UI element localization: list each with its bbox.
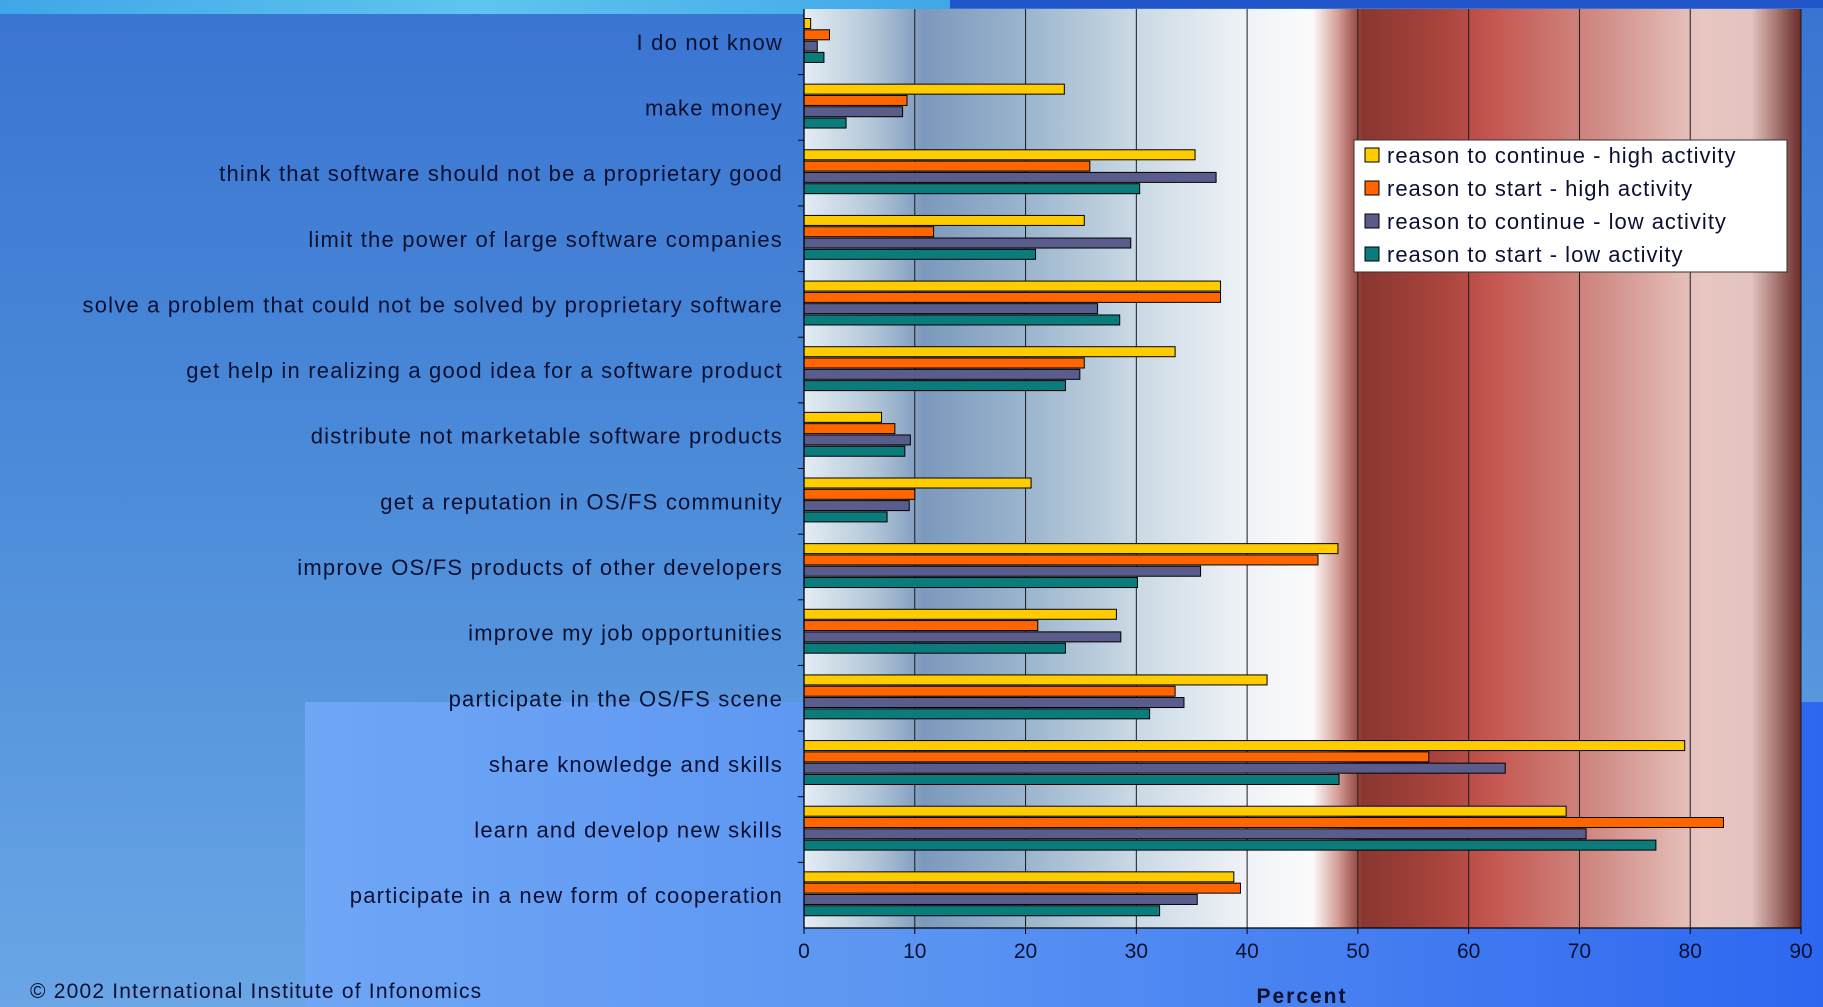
bar [803, 631, 1122, 643]
x-axis-label: Percent [1256, 985, 1347, 1007]
x-tick-labels: 0 10 20 30 40 50 60 70 80 90 [798, 940, 1813, 963]
bar [803, 18, 812, 29]
bar [803, 434, 911, 446]
x-tick-label: 40 [1235, 940, 1258, 963]
bar [803, 226, 935, 238]
bar [803, 762, 1506, 774]
category-label: improve my job opportunities [468, 621, 783, 646]
x-tick-label: 70 [1568, 940, 1591, 963]
bar [803, 445, 906, 457]
bar [803, 40, 818, 52]
category-label: get a reputation in OS/FS community [380, 489, 783, 514]
category-label: improve OS/FS products of other develope… [297, 555, 783, 580]
legend-swatch [1364, 246, 1380, 262]
bar [803, 357, 1085, 369]
bar [803, 697, 1185, 709]
bar [803, 828, 1587, 840]
bar [803, 805, 1567, 817]
bar [803, 149, 1196, 161]
bar [803, 380, 1066, 392]
bar [803, 160, 1091, 172]
bar [803, 477, 1032, 489]
bar [803, 303, 1099, 315]
bar [803, 83, 1065, 95]
bar [803, 817, 1724, 829]
bar [803, 708, 1151, 720]
bar [803, 773, 1340, 785]
bar [803, 751, 1430, 763]
bar [803, 488, 916, 500]
category-label: make money [645, 95, 783, 120]
bar [803, 248, 1037, 260]
legend-label: reason to start - high activity [1387, 176, 1693, 201]
x-tick-label: 80 [1679, 940, 1702, 963]
category-label: distribute not marketable software produ… [311, 424, 783, 449]
bar [803, 871, 1235, 883]
category-label: think that software should not be a prop… [219, 161, 783, 186]
legend-label: reason to continue - high activity [1387, 143, 1737, 168]
category-label: participate in the OS/FS scene [449, 686, 783, 711]
bar [803, 608, 1117, 620]
bar [803, 94, 908, 106]
x-tick-label: 60 [1457, 940, 1480, 963]
bar [803, 511, 888, 523]
copyright-text: © 2002 International Institute of Infono… [30, 980, 483, 1003]
bar [803, 740, 1686, 752]
bar [803, 291, 1222, 303]
x-tick-label: 20 [1014, 940, 1037, 963]
legend-swatch [1364, 180, 1380, 196]
legend-label: reason to start - low activity [1387, 242, 1684, 267]
legend-swatch [1364, 213, 1380, 229]
bar [803, 685, 1176, 697]
bar [803, 214, 1085, 226]
category-label: get help in realizing a good idea for a … [186, 358, 783, 383]
bar [803, 543, 1339, 555]
bar [803, 106, 904, 118]
bar [803, 280, 1222, 292]
bar [803, 51, 825, 63]
bar [803, 237, 1132, 249]
bar [803, 117, 847, 129]
x-tick-label: 30 [1125, 940, 1148, 963]
bar [803, 642, 1066, 654]
bar [803, 620, 1039, 632]
category-label: I do not know [637, 30, 783, 55]
bar [803, 565, 1202, 577]
bar [803, 554, 1319, 566]
x-tick-label: 10 [903, 940, 926, 963]
category-labels: I do not know make money think that softwa… [83, 30, 783, 908]
legend-label: reason to continue - low activity [1387, 209, 1727, 234]
category-label: solve a problem that could not be solved… [83, 292, 783, 317]
bar [803, 183, 1141, 195]
bar [803, 423, 896, 435]
background-top-strip [0, 0, 950, 14]
category-label: share knowledge and skills [489, 752, 783, 777]
category-label: limit the power of large software compan… [308, 227, 783, 252]
axes [803, 9, 1801, 929]
bar [803, 411, 883, 423]
category-label: participate in a new form of cooperation [350, 883, 783, 908]
x-tick-label: 50 [1346, 940, 1369, 963]
bar [803, 893, 1198, 905]
category-label: learn and develop new skills [474, 818, 783, 843]
background-top-right [950, 0, 1823, 8]
bar [803, 171, 1217, 183]
bar [803, 29, 830, 41]
bar [803, 314, 1121, 326]
bar [803, 882, 1241, 894]
bar [803, 577, 1138, 589]
legend: reason to continue - high activity reason… [1353, 139, 1788, 273]
bar [803, 500, 910, 512]
bar [803, 368, 1081, 380]
bar [803, 346, 1176, 358]
bar [803, 674, 1268, 686]
x-tick-label: 90 [1789, 940, 1812, 963]
bar [803, 839, 1657, 851]
bar [803, 905, 1161, 917]
x-tick-label: 0 [798, 940, 810, 963]
legend-swatch [1364, 147, 1380, 163]
legend-box [1353, 139, 1788, 273]
